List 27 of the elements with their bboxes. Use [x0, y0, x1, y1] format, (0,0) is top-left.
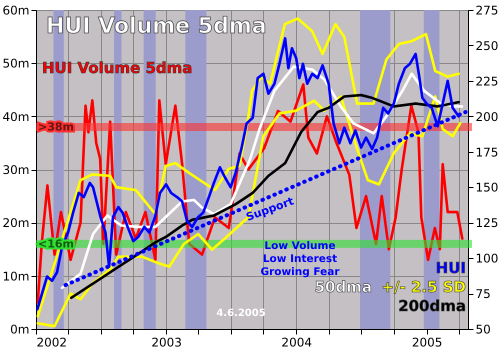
y2-tick-label: 225	[476, 74, 498, 88]
text: +/- 2.5 SD	[381, 278, 466, 296]
y2-tick-label: 250	[476, 38, 498, 53]
x-tick-label: 2003	[151, 336, 182, 350]
y-tick-label: 30m	[2, 163, 30, 177]
y2-tick-label: 275	[476, 4, 498, 18]
ref-line-label: >38m	[38, 120, 74, 134]
text: 200dma	[398, 297, 466, 315]
y2-tick-label: 125	[476, 216, 498, 230]
y2-tick-label: 150	[476, 180, 498, 195]
annotation: Low Volume Low Interest Growing Fear	[260, 240, 340, 278]
y-tick-label: 0m	[10, 322, 30, 336]
x-tick-label: 2005	[412, 336, 442, 350]
text: HUI	[436, 259, 466, 277]
y-tick-label: 40m	[2, 110, 30, 124]
x-tick-label: 2004	[281, 336, 312, 350]
y2-tick-label: 50	[476, 322, 491, 336]
y2-tick-label: 75	[476, 287, 491, 302]
y-tick-label: 20m	[2, 216, 30, 230]
y2-tick-label: 200	[476, 110, 498, 124]
y-tick-label: 60m	[2, 4, 30, 18]
text: HUI Volume 5dma	[42, 59, 192, 77]
y2-tick-label: 100	[476, 252, 498, 266]
y-tick-label: 50m	[2, 56, 30, 71]
x-tick-label: 2002	[36, 336, 68, 350]
y2-tick-label: 175	[476, 145, 498, 160]
y-tick-label: 10m	[2, 269, 30, 284]
